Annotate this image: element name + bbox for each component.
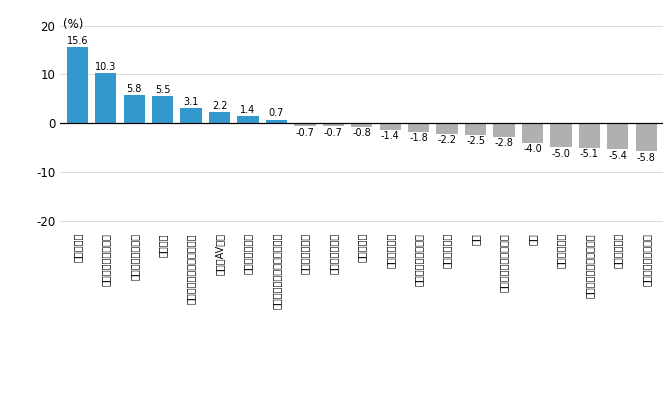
- Bar: [67, 47, 88, 123]
- Bar: [408, 123, 429, 132]
- Text: -0.7: -0.7: [324, 128, 343, 138]
- Text: (%): (%): [63, 18, 84, 31]
- Bar: [436, 123, 458, 134]
- Text: 5.5: 5.5: [155, 85, 170, 95]
- Bar: [237, 116, 259, 123]
- Bar: [180, 108, 202, 123]
- Bar: [351, 123, 373, 127]
- Bar: [493, 123, 515, 137]
- Text: 5.8: 5.8: [127, 84, 142, 94]
- Text: 10.3: 10.3: [95, 62, 117, 72]
- Bar: [123, 95, 145, 123]
- Text: -5.8: -5.8: [636, 152, 656, 162]
- Text: -1.8: -1.8: [409, 133, 428, 143]
- Bar: [209, 112, 230, 123]
- Text: -4.0: -4.0: [523, 144, 542, 154]
- Text: -0.8: -0.8: [352, 128, 371, 138]
- Bar: [152, 96, 174, 123]
- Bar: [636, 123, 657, 151]
- Bar: [266, 119, 287, 123]
- Text: -0.7: -0.7: [295, 128, 314, 138]
- Text: -5.0: -5.0: [551, 148, 570, 159]
- Text: 2.2: 2.2: [212, 101, 227, 111]
- Bar: [522, 123, 543, 143]
- Bar: [607, 123, 628, 149]
- Bar: [95, 73, 117, 123]
- Text: 3.1: 3.1: [184, 97, 199, 107]
- Text: -2.5: -2.5: [466, 137, 485, 146]
- Text: -1.4: -1.4: [381, 131, 399, 141]
- Bar: [323, 123, 344, 127]
- Text: 0.7: 0.7: [269, 108, 284, 118]
- Bar: [550, 123, 572, 147]
- Bar: [380, 123, 401, 130]
- Bar: [294, 123, 316, 127]
- Text: -5.4: -5.4: [608, 150, 627, 161]
- Text: -2.2: -2.2: [438, 135, 457, 145]
- Text: 15.6: 15.6: [66, 36, 88, 46]
- Text: -2.8: -2.8: [494, 138, 513, 148]
- Text: -5.1: -5.1: [580, 149, 599, 159]
- Bar: [579, 123, 600, 148]
- Text: 1.4: 1.4: [241, 105, 256, 115]
- Bar: [465, 123, 486, 135]
